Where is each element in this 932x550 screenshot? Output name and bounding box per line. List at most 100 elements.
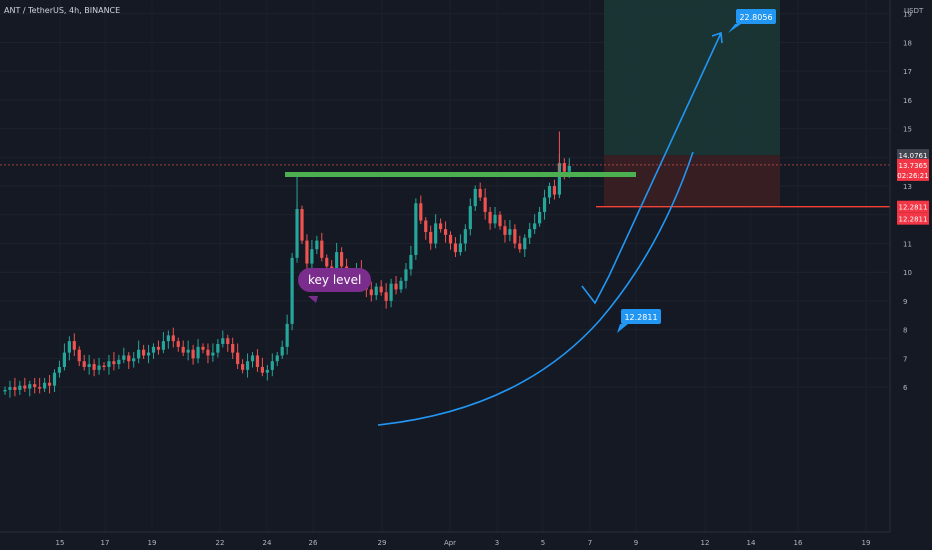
candle-body <box>384 292 388 301</box>
time-tick-label: 12 <box>701 539 710 547</box>
candle-body <box>419 203 423 221</box>
candle-body <box>389 283 393 301</box>
candle-body <box>523 237 527 250</box>
candle-body <box>191 349 195 359</box>
candle-body <box>161 341 165 350</box>
candle-body <box>146 352 151 356</box>
price-tag-stop-1-bg <box>897 200 929 213</box>
candle-body <box>3 389 7 392</box>
price-tag-stop-2-bg <box>897 212 929 225</box>
candle-body <box>67 341 71 353</box>
target-zone <box>604 0 780 156</box>
candle-body <box>236 352 240 365</box>
entry-label-bg <box>621 309 661 324</box>
candle-body <box>280 346 284 356</box>
candle-body <box>92 364 96 370</box>
price-axis[interactable]: 678910111213141516171819202122232422.851… <box>889 0 929 532</box>
price-tag-countdown: 02:26:21 <box>897 172 928 180</box>
candle-body <box>211 352 215 356</box>
price-tag-upper-bg <box>897 149 929 162</box>
candle-body <box>107 361 111 367</box>
candle-body <box>325 257 329 267</box>
candle-body <box>493 214 497 224</box>
candle-body <box>498 214 502 227</box>
candle-body <box>221 338 225 344</box>
target-label-bg <box>736 9 776 24</box>
candle-body <box>265 369 269 373</box>
candle-body <box>13 387 17 390</box>
candle-body <box>473 188 477 207</box>
candle-body <box>181 346 185 353</box>
candle-body <box>97 365 101 370</box>
price-tick-label: 16 <box>903 97 912 105</box>
rounding-curve <box>377 151 694 426</box>
candle-body <box>72 341 76 350</box>
candle-body <box>320 240 324 258</box>
projection-arrow <box>581 32 722 305</box>
candle-body <box>468 206 472 230</box>
price-tick-label: 15 <box>903 126 912 134</box>
candle-body <box>255 355 260 367</box>
candle-body <box>117 359 121 365</box>
time-tick-label: 5 <box>541 539 545 547</box>
target-label-pointer <box>728 24 741 33</box>
time-tick-label: 22 <box>216 539 225 547</box>
candle-body <box>23 385 27 389</box>
position-zones <box>604 0 780 207</box>
price-tick-label: 13 <box>903 183 912 191</box>
candle-body <box>290 257 294 324</box>
candle-body <box>374 286 378 296</box>
candle-body <box>310 249 314 264</box>
price-tick-label: 7 <box>903 355 907 363</box>
price-tag-last-bg <box>897 158 929 171</box>
price-tag-countdown-bg <box>897 168 929 181</box>
time-tick-label: 17 <box>101 539 110 547</box>
time-tick-label: 19 <box>148 539 157 547</box>
candle-body <box>285 323 289 347</box>
candle-body <box>38 387 42 389</box>
candle-body <box>245 361 250 370</box>
candle-body <box>102 365 106 367</box>
candle-body <box>127 355 131 362</box>
price-tag-upper: 14.0761 <box>899 152 928 160</box>
price-tick-label: 11 <box>903 240 912 248</box>
candle-body <box>463 229 467 244</box>
candle-body <box>47 382 52 386</box>
candle-body <box>518 243 522 250</box>
time-axis[interactable]: 15 17 19 22 24 26 29 Apr 3 5 7 9 12 14 16 19 <box>0 531 890 547</box>
time-tick-label: 29 <box>378 539 387 547</box>
candle-body <box>429 231 433 244</box>
candle-body <box>404 269 408 281</box>
candle-body <box>151 346 156 353</box>
time-tick-label: 14 <box>747 539 756 547</box>
candle-body <box>409 254 413 270</box>
candle-body <box>448 234 453 244</box>
candle-body <box>62 352 66 367</box>
candle-body <box>28 384 32 389</box>
time-tick-label: Apr <box>444 539 456 547</box>
candle-body <box>439 223 443 230</box>
candle-body <box>557 163 561 195</box>
price-tag-stop-1: 12.2811 <box>899 204 928 212</box>
candle-body <box>458 243 462 253</box>
symbol-title: ANT / TetherUS, 4h, BINANCE <box>4 6 121 15</box>
candle-body <box>424 220 428 232</box>
candle-body <box>216 344 220 353</box>
candle-body <box>250 355 255 362</box>
candle-body <box>156 346 161 350</box>
arrow-head <box>711 31 723 44</box>
price-tick-label: 8 <box>903 327 907 335</box>
candle-body <box>528 229 532 238</box>
candle-body <box>533 223 537 230</box>
time-tick-label: 7 <box>588 539 592 547</box>
time-tick-label: 19 <box>862 539 871 547</box>
time-tick-label: 16 <box>794 539 803 547</box>
entry-label: 12.2811 <box>624 313 657 322</box>
candle-body <box>171 335 175 342</box>
candle-body <box>538 211 542 224</box>
price-tag-last: 13.7365 <box>899 162 928 170</box>
candle-body <box>275 355 279 362</box>
time-tick-label: 24 <box>263 539 272 547</box>
